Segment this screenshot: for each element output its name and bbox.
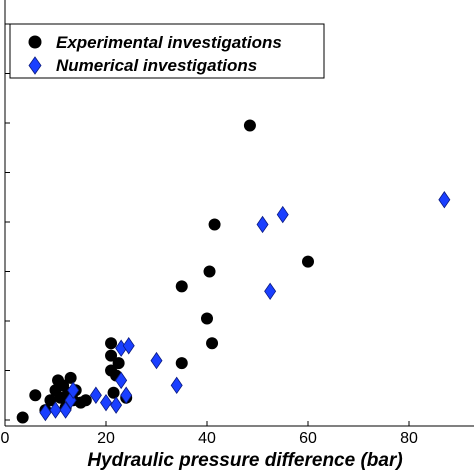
data-point-experimental <box>79 394 92 407</box>
x-tick-label: 40 <box>198 430 216 447</box>
data-point-numerical <box>276 205 289 224</box>
data-point-experimental <box>208 218 221 231</box>
data-point-numerical <box>89 386 102 404</box>
data-point-experimental <box>29 389 42 402</box>
data-point-numerical <box>115 371 128 390</box>
legend: Experimental investigations Numerical in… <box>9 23 325 79</box>
data-point-experimental <box>243 119 256 132</box>
data-point-numerical <box>59 401 72 419</box>
y-ticks <box>5 23 10 421</box>
data-point-numerical <box>67 381 80 400</box>
legend-box <box>9 23 325 79</box>
plot-area <box>16 119 451 424</box>
data-point-numerical <box>110 396 123 414</box>
x-axis-title: Hydraulic pressure difference (bar) <box>87 450 402 471</box>
series-numerical <box>39 191 451 422</box>
data-point-experimental <box>107 386 120 399</box>
data-point-numerical <box>438 191 451 209</box>
data-point-numerical <box>122 337 135 355</box>
x-tick-label: 60 <box>299 430 317 447</box>
data-point-numerical <box>264 282 277 301</box>
data-point-numerical <box>170 376 183 395</box>
x-tick-label: 20 <box>97 430 115 447</box>
data-point-numerical <box>39 403 52 422</box>
x-tick-label: 0 <box>1 430 10 447</box>
axes <box>4 0 474 427</box>
data-point-experimental <box>16 411 29 424</box>
data-point-experimental <box>112 357 125 370</box>
x-ticks: 0 20 40 60 80 <box>1 421 418 447</box>
data-point-numerical <box>100 393 112 412</box>
data-point-experimental <box>44 394 57 407</box>
data-point-experimental <box>201 312 213 325</box>
data-point-numerical <box>256 215 269 234</box>
data-point-experimental <box>302 255 314 268</box>
data-point-experimental <box>175 357 188 370</box>
data-point-numerical <box>150 351 163 370</box>
legend-label-experimental: Experimental investigations <box>56 33 282 52</box>
legend-label-numerical: Numerical investigations <box>56 56 257 75</box>
x-tick-label: 80 <box>400 430 418 447</box>
data-point-experimental <box>175 280 188 293</box>
legend-marker-experimental <box>28 35 42 49</box>
data-point-experimental <box>105 349 118 362</box>
data-point-experimental <box>105 337 118 350</box>
data-point-experimental <box>64 371 77 384</box>
data-point-experimental <box>206 337 219 350</box>
data-point-experimental <box>203 265 216 278</box>
data-point-numerical <box>49 401 62 419</box>
legend-marker-numerical <box>28 56 42 75</box>
data-point-numerical <box>120 386 133 404</box>
